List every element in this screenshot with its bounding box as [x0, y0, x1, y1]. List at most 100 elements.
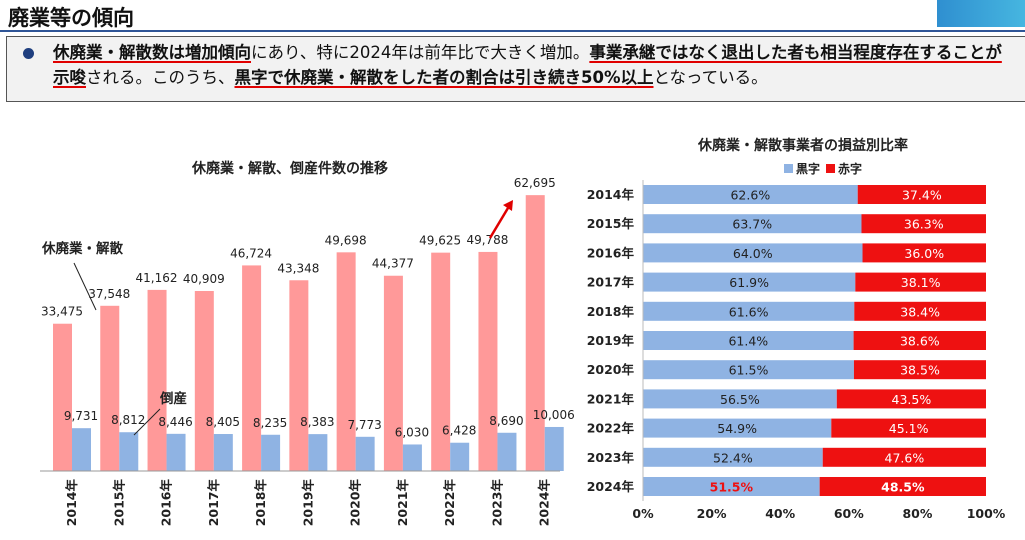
series-label-closures: 休廃業・解散	[41, 240, 123, 257]
value-label-loss: 47.6%	[885, 450, 925, 465]
x-tick-label: 20%	[697, 506, 727, 521]
bar-loss	[836, 389, 986, 409]
bar-profit	[643, 360, 854, 380]
x-tick-label: 2023年	[489, 479, 504, 527]
value-label-bankruptcies: 8,405	[206, 415, 240, 429]
bar-bankruptcies	[355, 436, 375, 471]
trend-arrowhead-icon	[503, 200, 513, 211]
bar-bankruptcies	[450, 442, 470, 471]
value-label-profit: 62.6%	[730, 188, 770, 203]
y-tick-label: 2022年	[587, 421, 635, 436]
bar-closures	[53, 323, 72, 471]
value-label-loss: 38.5%	[900, 363, 940, 378]
value-label-profit: 61.9%	[729, 275, 769, 290]
summary-text: 休廃業・解散数は増加傾向にあり、特に2024年は前年比で大きく増加。事業承継では…	[53, 40, 1013, 90]
bar-closures	[525, 195, 545, 471]
cases-trend-chart: 休廃業・解散、倒産件数の推移 33,475 9,731 2014年 37,548 8,81…	[40, 160, 575, 527]
summary-emphasis: 黒字で休廃業・解散をした者の割合は引き続き50%以上	[234, 68, 654, 87]
value-label-loss: 45.1%	[889, 421, 929, 436]
chart-title: 休廃業・解散事業者の損益別比率	[697, 137, 908, 154]
bar-bankruptcies	[213, 434, 233, 471]
bar-profit	[643, 272, 856, 292]
bar-profit	[643, 447, 823, 467]
bar-loss	[861, 214, 986, 234]
value-label-loss: 38.6%	[900, 334, 940, 349]
x-tick-label: 2014年	[64, 479, 79, 527]
bar-loss	[853, 360, 986, 380]
y-tick-label: 2020年	[587, 362, 635, 377]
bar-closures	[147, 289, 167, 471]
bar-loss	[857, 185, 986, 204]
bar-bankruptcies	[119, 432, 139, 471]
bar-profit	[643, 477, 820, 496]
value-label-closures: 44,377	[372, 257, 414, 271]
legend-label: 黒字	[796, 161, 820, 176]
bar-bankruptcies	[166, 433, 186, 471]
value-label-profit: 54.9%	[717, 421, 757, 436]
pointer-line	[73, 262, 97, 311]
value-label-bankruptcies: 8,235	[253, 416, 287, 430]
bar-loss	[831, 418, 986, 438]
pointer-line	[133, 408, 161, 436]
summary-emphasis: 休廃業・解散数は増加傾向	[53, 43, 251, 62]
y-tick-label: 2015年	[587, 216, 635, 231]
bar-closures	[194, 291, 214, 471]
bar-bankruptcies	[308, 434, 328, 471]
y-tick-label: 2023年	[587, 450, 635, 465]
value-label-loss: 38.1%	[901, 275, 941, 290]
summary-segment: される。このうち、	[86, 68, 235, 87]
value-label-bankruptcies: 8,690	[489, 414, 523, 428]
legend-label: 赤字	[838, 161, 862, 176]
bar-profit	[643, 185, 858, 204]
value-label-loss: 43.5%	[892, 392, 932, 407]
series-label-bankruptcies: 倒産	[159, 390, 187, 407]
value-label-bankruptcies: 8,812	[111, 413, 145, 427]
value-label-loss: 36.3%	[904, 217, 944, 232]
value-label-profit: 61.4%	[728, 334, 768, 349]
bar-loss	[854, 301, 986, 321]
x-tick-label: 100%	[967, 506, 1006, 521]
y-tick-label: 2016年	[587, 245, 635, 260]
summary-segment: となっている。	[653, 68, 768, 87]
summary-box: 休廃業・解散数は増加傾向にあり、特に2024年は前年比で大きく増加。事業承継では…	[6, 36, 1025, 102]
x-tick-label: 2017年	[206, 479, 221, 527]
bar-closures	[336, 252, 356, 471]
value-label-closures: 46,724	[230, 246, 272, 260]
value-label-profit: 63.7%	[732, 217, 772, 232]
legend-swatch	[784, 164, 793, 173]
value-label-bankruptcies: 8,446	[158, 415, 192, 429]
bar-profit	[643, 301, 855, 321]
bar-loss	[819, 477, 986, 496]
page-title: 廃業等の傾向	[8, 6, 134, 30]
x-tick-label: 2016年	[159, 479, 174, 527]
bar-bankruptcies	[544, 426, 564, 471]
x-tick-label: 2024年	[537, 479, 552, 527]
title-rule	[0, 30, 1025, 32]
value-label-bankruptcies: 6,428	[442, 424, 476, 438]
bar-closures	[242, 265, 262, 471]
value-label-closures: 49,698	[325, 233, 367, 247]
summary-emphasis: 事業承継ではなく退出した者も相当程度存在することが示唆	[53, 43, 1002, 87]
legend-swatch	[826, 164, 835, 173]
x-tick-label: 2021年	[395, 479, 410, 527]
bar-profit	[643, 389, 837, 409]
bar-loss	[855, 272, 986, 292]
bar-loss	[822, 447, 986, 467]
bar-loss	[862, 243, 986, 263]
title-decoration	[937, 0, 1025, 27]
value-label-bankruptcies: 7,773	[347, 418, 381, 432]
value-label-profit: 61.5%	[729, 363, 769, 378]
value-label-profit: 56.5%	[720, 392, 760, 407]
value-label-profit: 52.4%	[713, 450, 753, 465]
bar-closures	[383, 275, 403, 471]
bar-profit	[643, 243, 863, 263]
x-tick-label: 80%	[902, 506, 932, 521]
value-label-profit: 61.6%	[729, 304, 769, 319]
value-label-bankruptcies: 9,731	[64, 409, 98, 423]
x-tick-label: 2018年	[253, 479, 268, 527]
x-tick-label: 0%	[632, 506, 654, 521]
bar-bankruptcies	[72, 428, 91, 471]
value-label-closures: 49,625	[419, 234, 461, 248]
y-tick-label: 2019年	[587, 333, 635, 348]
x-tick-label: 60%	[834, 506, 864, 521]
